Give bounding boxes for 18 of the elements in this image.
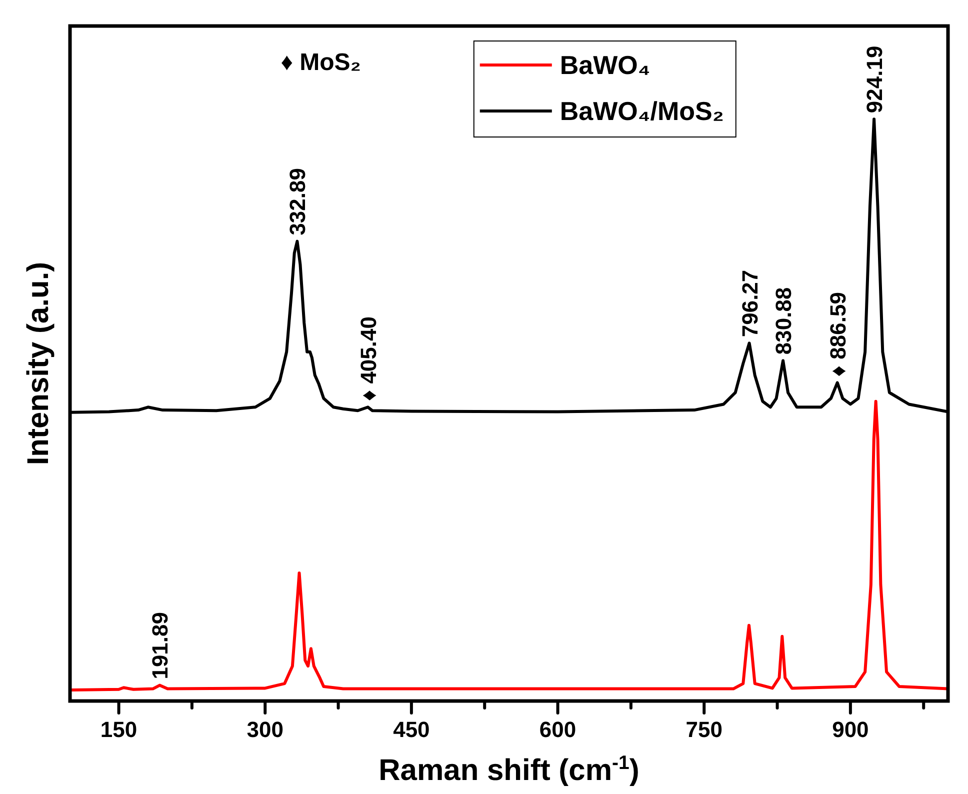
annotation: 332.89 <box>285 168 310 236</box>
annotation: 924.19 <box>862 46 888 114</box>
annotation: ♦ 405.40 <box>356 316 381 402</box>
x-tick-label: 600 <box>539 717 576 742</box>
x-axis-title: Raman shift (cm$^{-1}$) <box>378 752 640 787</box>
x-tick-label: 450 <box>393 717 430 742</box>
annotation: ♦ 886.59 <box>825 292 850 377</box>
y-axis-title: Intensity (a.u.) <box>22 262 55 466</box>
legend-label: BaWO₄/MoS₂ <box>560 96 724 126</box>
text: ♦ MoS₂ <box>280 49 361 76</box>
x-tick-label: 900 <box>832 717 869 742</box>
legend-label: BaWO₄ <box>560 50 650 80</box>
annotation: 830.88 <box>771 287 796 355</box>
x-tick-label: 150 <box>100 717 138 742</box>
annotation: 191.89 <box>148 612 173 680</box>
x-tick-label: 300 <box>246 717 284 742</box>
x-tick-label: 750 <box>686 717 722 742</box>
annotation: 796.27 <box>737 270 762 338</box>
